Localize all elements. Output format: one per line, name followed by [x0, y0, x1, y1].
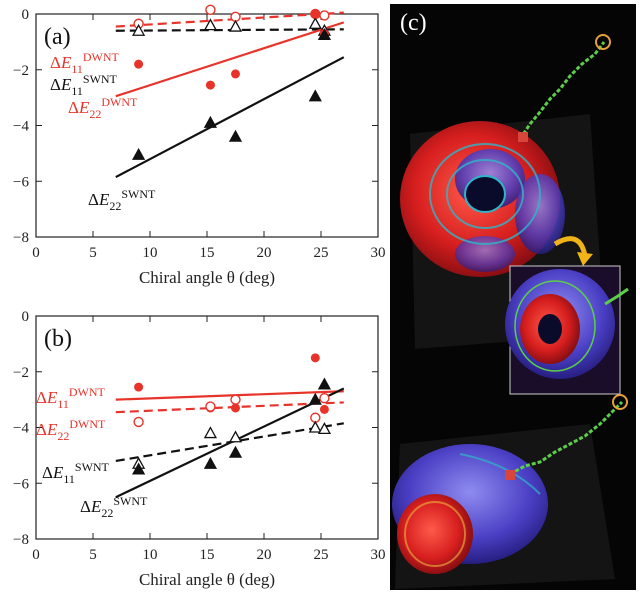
fit-line — [115, 11, 344, 28]
arrow-head-icon — [577, 252, 593, 266]
data-point — [132, 462, 146, 475]
y-tick-label: −4 — [13, 421, 29, 437]
x-tick-label: 5 — [89, 245, 97, 261]
x-tick-label: 30 — [371, 547, 386, 563]
panel-a-chart: 0 5 10 15 20 25 30 0 −2 −4 −6 −8 (a) Chiral angle θ (… — [13, 4, 386, 287]
molecule-anchor — [505, 470, 515, 480]
panel-label: (b) — [44, 326, 72, 352]
data-point — [310, 9, 320, 19]
fit-line — [115, 28, 344, 32]
y-tick-label: −2 — [13, 63, 29, 79]
x-tick-label: 20 — [257, 245, 272, 261]
fit-line — [115, 387, 345, 499]
x-tick-label: 10 — [143, 245, 158, 261]
x-tick-label: 20 — [257, 547, 272, 563]
data-point — [308, 89, 322, 102]
series-label: ΔE22DWNT — [68, 95, 138, 121]
fit-line — [115, 390, 344, 401]
series-label: ΔE11DWNT — [36, 385, 106, 411]
y-tick-label: −4 — [13, 119, 29, 135]
series-label: ΔE11SWNT — [42, 460, 110, 486]
series-label: ΔE22DWNT — [36, 417, 106, 443]
data-point — [228, 19, 243, 32]
panel-b-chart: 0 5 10 15 20 25 30 0 −2 −4 −6 −8 (b) Chiral angle θ (… — [13, 309, 385, 589]
x-tick-label: 30 — [371, 245, 386, 261]
y-tick-label: −8 — [13, 230, 29, 246]
nanotube-end-view — [400, 121, 565, 277]
y-tick-label: 0 — [22, 7, 30, 23]
data-point — [308, 392, 322, 405]
y-tick-label: −2 — [13, 365, 29, 381]
data-point — [317, 422, 332, 435]
series-label: ΔE11DWNT — [50, 50, 120, 76]
data-point — [205, 80, 215, 90]
x-tick-label: 5 — [89, 547, 97, 563]
curved-arrow-icon — [553, 236, 588, 257]
data-point — [317, 377, 332, 390]
x-tick-label: 25 — [314, 245, 329, 261]
x-tick-label: 0 — [32, 245, 40, 261]
molecule-chain — [518, 41, 606, 140]
y-tick-label: −8 — [13, 532, 29, 548]
data-point — [308, 420, 322, 433]
fit-line — [115, 21, 345, 98]
molecule-anchor — [518, 132, 528, 142]
fit-line — [115, 401, 344, 414]
molecular-rendering-panel: (c) — [390, 4, 636, 590]
molecule-ring — [612, 394, 628, 410]
data-point — [317, 28, 332, 41]
data-point — [132, 147, 146, 160]
data-point — [205, 401, 216, 412]
data-point — [310, 353, 320, 363]
data-point — [231, 69, 240, 79]
data-point — [203, 115, 218, 128]
x-axis-label: Chiral angle θ (deg) — [139, 570, 275, 589]
data-point — [133, 416, 144, 428]
data-point — [132, 23, 146, 36]
x-axis-label: Chiral angle θ (deg) — [139, 268, 275, 287]
series-label: ΔE11SWNT — [50, 72, 118, 98]
molecule-chain — [509, 400, 624, 476]
data-point — [231, 403, 240, 413]
data-point — [134, 382, 144, 392]
data-point — [308, 16, 322, 29]
series-label: ΔE22SWNT — [80, 494, 148, 520]
x-tick-label: 0 — [32, 547, 40, 563]
data-point — [203, 426, 218, 439]
x-tick-label: 15 — [200, 547, 215, 563]
data-point — [228, 129, 243, 142]
x-tick-label: 15 — [200, 245, 215, 261]
data-point — [228, 430, 243, 443]
y-tick-label: −6 — [13, 476, 29, 492]
y-tick-label: −6 — [13, 174, 29, 190]
y-tick-label: 0 — [22, 309, 30, 325]
data-point — [319, 10, 330, 21]
x-tick-label: 25 — [314, 547, 329, 563]
data-point — [203, 18, 218, 31]
nanotube-rendering-image — [392, 34, 629, 589]
data-point — [203, 456, 218, 469]
series-label: ΔE22SWNT — [88, 187, 156, 213]
panel-c-label: (c) — [400, 10, 427, 36]
plots-figure: 0 5 10 15 20 25 30 0 −2 −4 −6 −8 (a) Chiral angle θ (… — [13, 4, 386, 589]
data-point — [230, 394, 241, 405]
x-tick-label: 10 — [143, 547, 158, 563]
data-point — [205, 4, 216, 16]
zoom-inset — [505, 265, 629, 395]
data-point — [228, 445, 243, 458]
molecule-ring — [595, 34, 611, 50]
data-point — [319, 404, 329, 414]
data-point — [319, 393, 330, 404]
fit-line — [115, 56, 345, 179]
data-point — [134, 59, 144, 69]
panel-label: (a) — [44, 24, 71, 50]
